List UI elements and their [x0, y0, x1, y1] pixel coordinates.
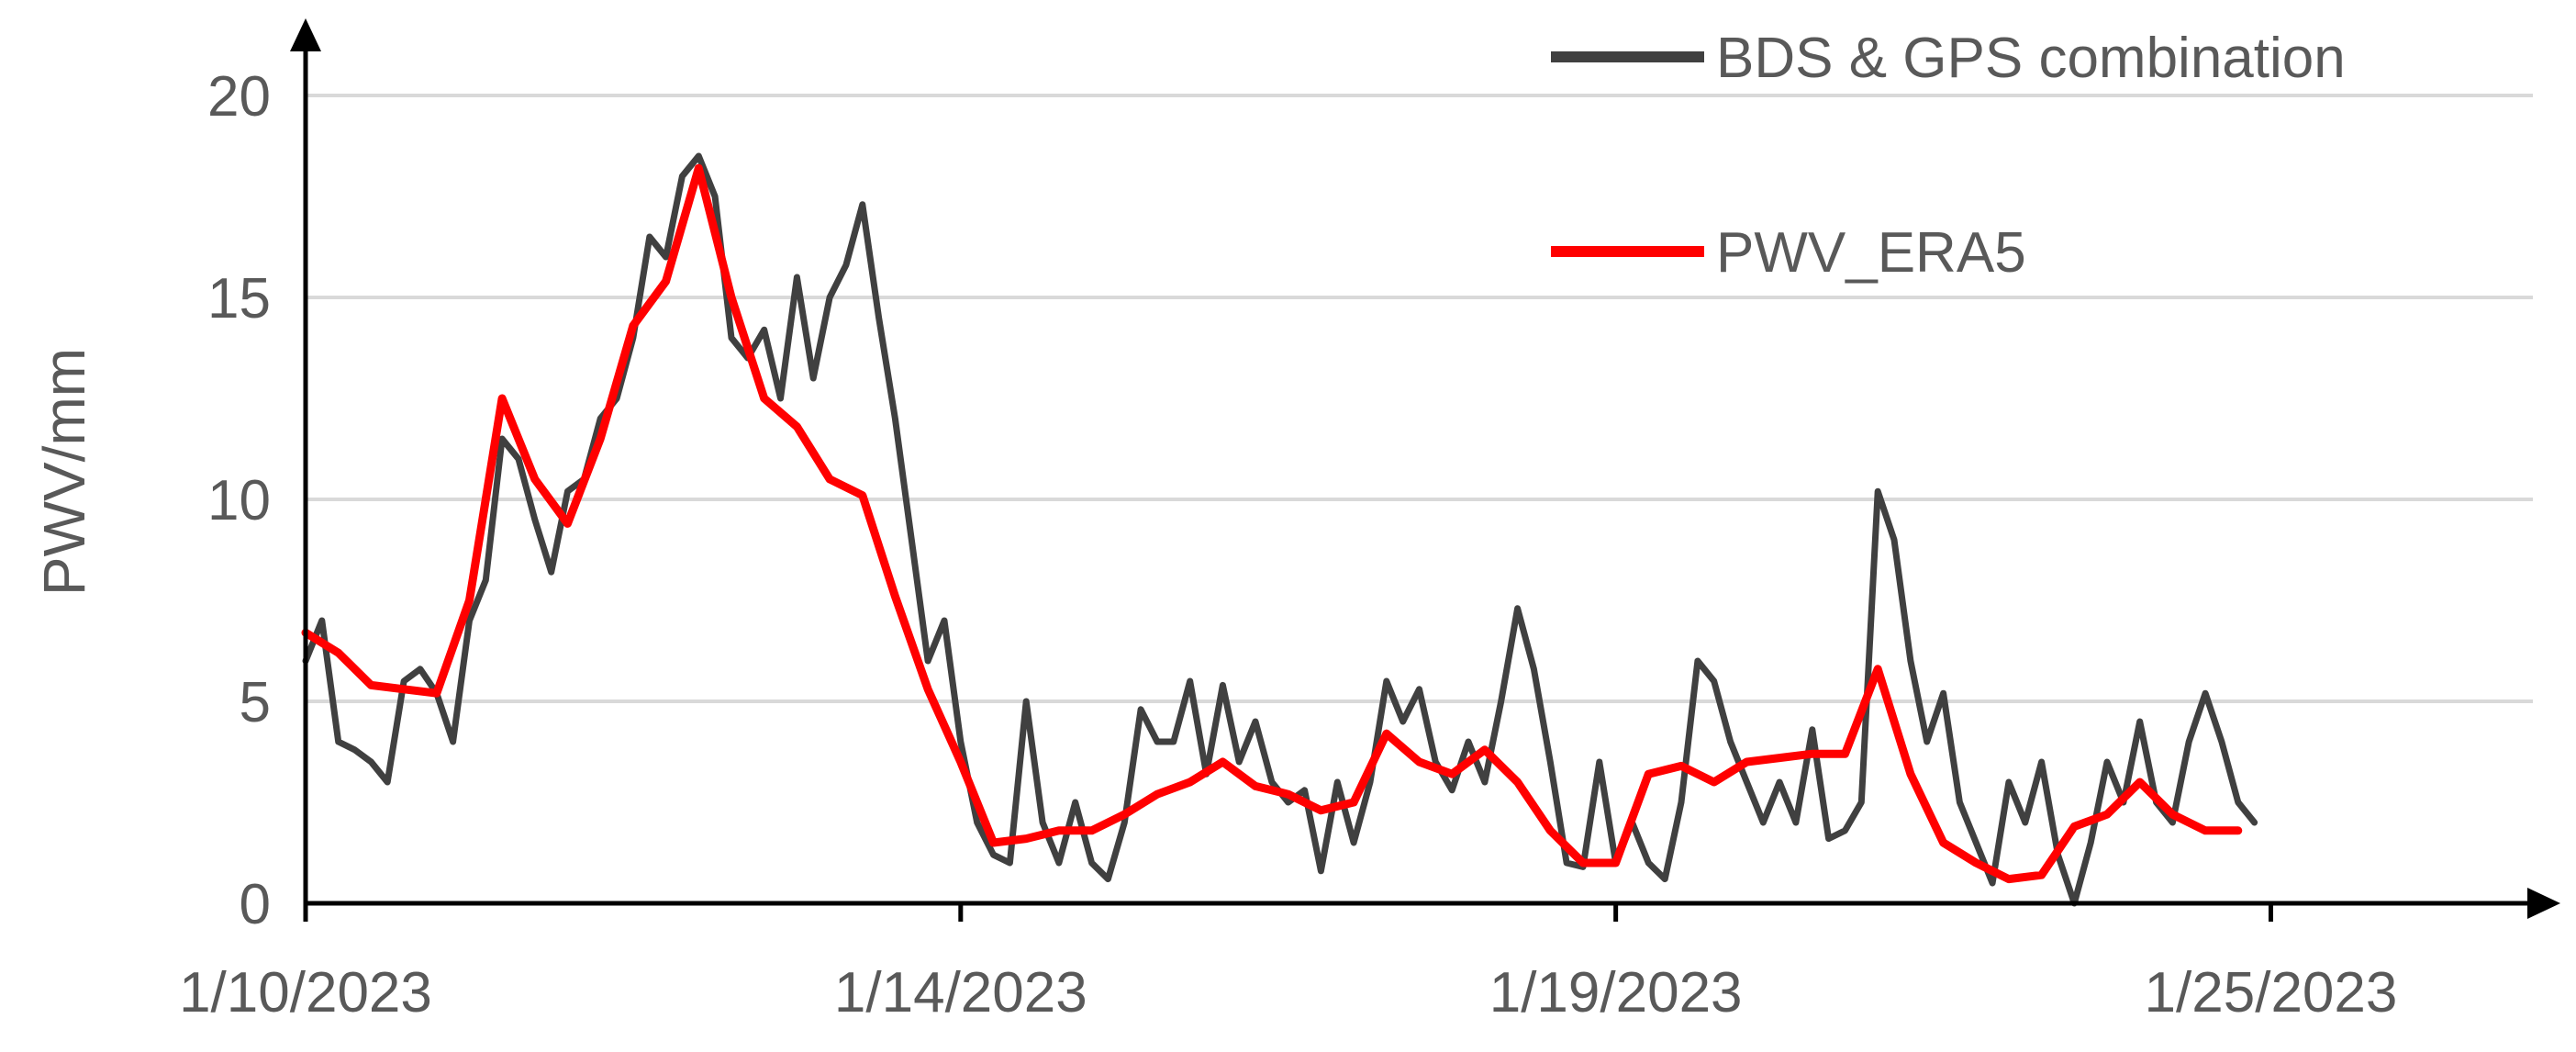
y-tick-label-0: 0 — [240, 873, 271, 936]
x-tick-label-2: 1/19/2023 — [1489, 961, 1743, 1024]
legend: BDS & GPS combination PWV_ERA5 — [1551, 27, 2346, 285]
legend-item-bds-gps: BDS & GPS combination — [1551, 27, 2346, 90]
legend-label-era5: PWV_ERA5 — [1716, 221, 2026, 285]
axes — [290, 18, 2560, 919]
legend-label-bds-gps: BDS & GPS combination — [1716, 27, 2346, 90]
x-tick-label-3: 1/25/2023 — [2145, 961, 2398, 1024]
series-lines — [301, 152, 2258, 907]
legend-item-era5: PWV_ERA5 — [1551, 221, 2026, 285]
y-tick-label-15: 15 — [207, 267, 271, 330]
series-line-era5 — [301, 163, 2243, 884]
y-axis-label: PWV/mm — [31, 348, 97, 596]
y-axis-arrow — [290, 18, 321, 51]
y-tick-label-20: 20 — [207, 65, 271, 129]
x-tick-labels: 1/10/2023 1/14/2023 1/19/2023 1/25/2023 — [179, 903, 2397, 1024]
y-tick-label-5: 5 — [240, 671, 271, 734]
x-tick-label-1: 1/14/2023 — [834, 961, 1087, 1024]
x-tick-label-0: 1/10/2023 — [179, 961, 432, 1024]
y-tick-labels: 0 5 10 15 20 — [207, 65, 271, 936]
y-tick-label-10: 10 — [207, 469, 271, 532]
x-axis-arrow — [2527, 888, 2560, 919]
gridlines — [306, 94, 2533, 703]
